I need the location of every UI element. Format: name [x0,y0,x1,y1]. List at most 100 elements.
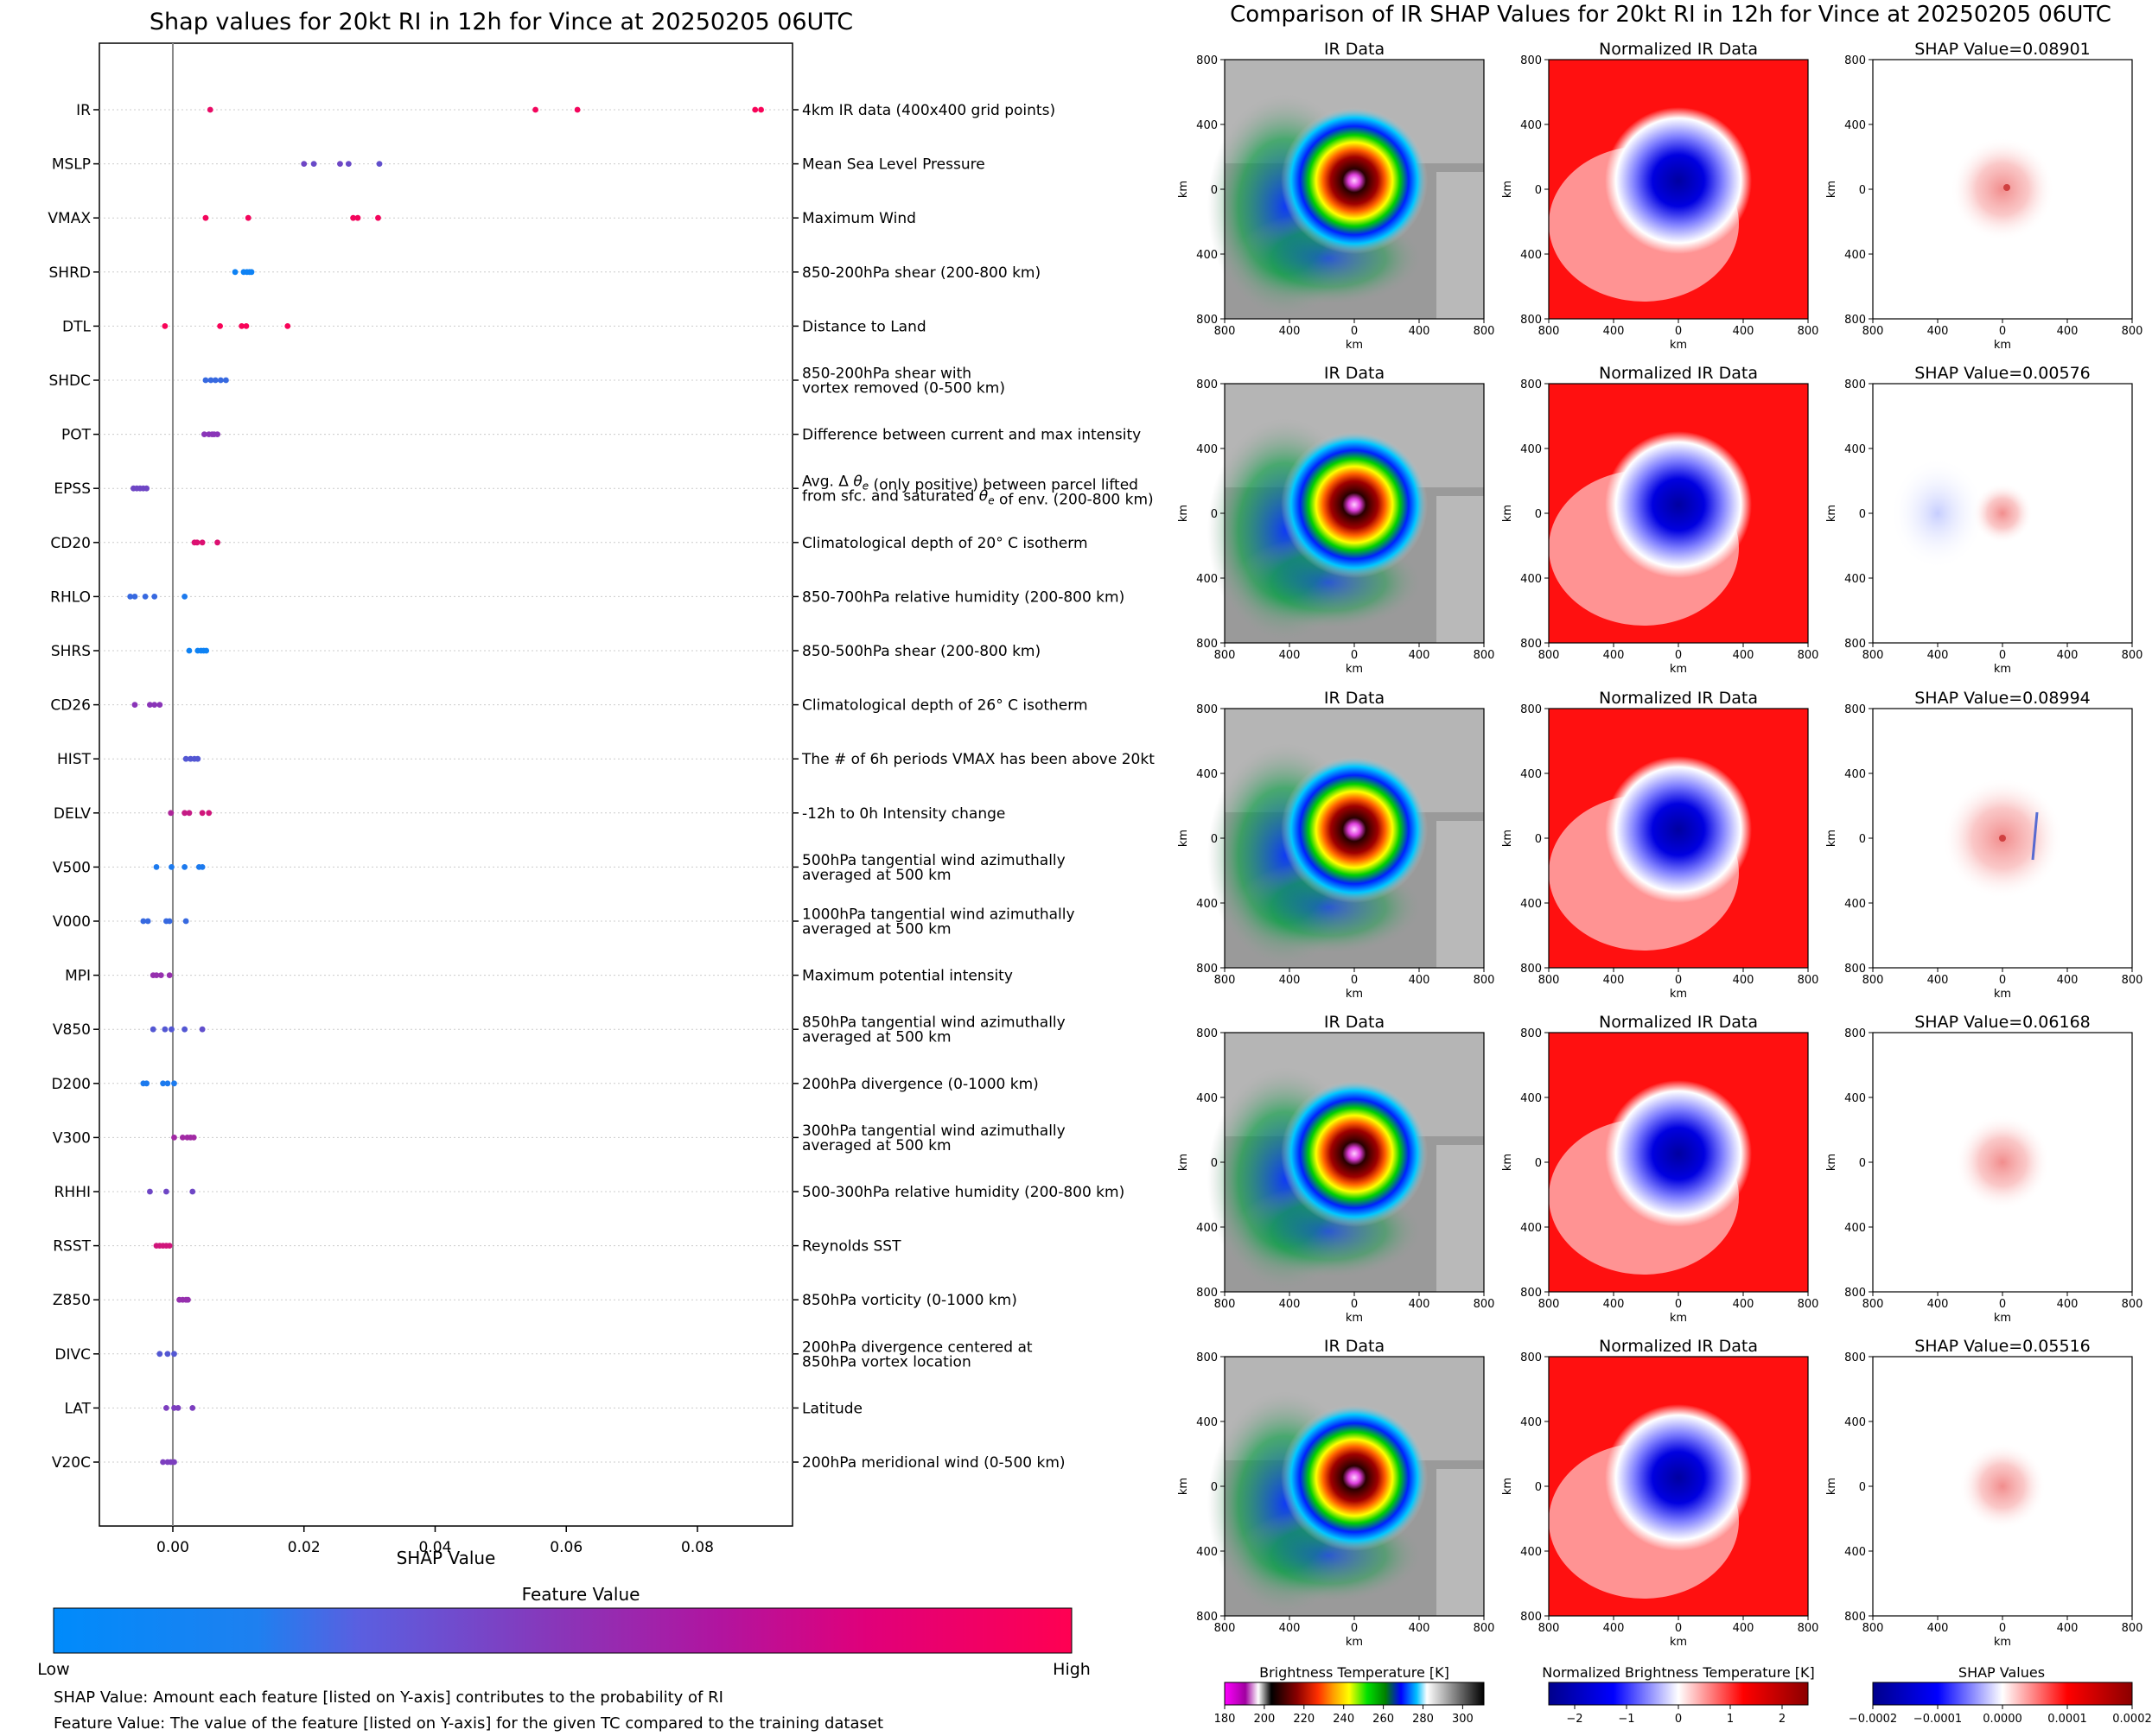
feature-name: SHDC [48,372,91,390]
shap-point [153,864,160,870]
shap-point [151,702,158,708]
feature-row-mpi: MPI Maximum potential intensity [65,968,1013,985]
shap-point [206,810,213,817]
colorbar-tick-label: 0.0002 [2112,1713,2152,1726]
y-tick-label: 400 [1844,1546,1866,1559]
x-tick-label: 0.04 [419,1539,452,1556]
x-tick-label: 400 [1409,974,1430,987]
ir-shap-comparison: Comparison of IR SHAP Values for 20kt RI… [1177,2,2152,1726]
ir-storm-core [1281,107,1428,254]
colorbar-tick-label: 300 [1452,1713,1474,1726]
feature-name: V850 [53,1021,91,1039]
shap-point [164,1080,171,1087]
shap-positive-region [1959,1443,2046,1529]
shap-point [131,702,138,708]
y-tick-label: 800 [1196,1027,1218,1040]
ir-cloud-right [1436,172,1484,319]
y-tick-label: 800 [1196,963,1218,976]
shap-point [162,1188,169,1195]
bt-colorbar-ticks: 180 200 220 240 260 280 300 [1214,1705,1474,1726]
y-axis-label: km [1825,830,1838,847]
y-tick-label: 400 [1196,1222,1218,1235]
shap-point [212,377,219,384]
shap-point [169,864,175,870]
colorbar-tick-label: 1 [1727,1713,1734,1726]
y-tick-label: 0 [1211,184,1218,197]
feature-description: 850hPa vorticity (0-1000 km) [802,1292,1017,1309]
ir-storm-core [1281,1404,1428,1551]
y-tick-label: 800 [1196,638,1218,651]
y-axis-label: km [1825,1478,1838,1495]
x-axis-label: km [1994,1312,2011,1325]
normalized-ir-panel: Normalized IR Data8008004004000040040080… [1501,40,1818,352]
shap-point [171,1135,177,1141]
x-tick-label: 0 [1999,974,2006,987]
feature-description: Climatological depth of 20° C isotherm [802,535,1088,552]
x-tick-label: 0 [1675,325,1682,338]
shap-point [175,1405,181,1411]
shap-point [199,864,206,870]
norm-storm-core [1605,107,1752,254]
normalized-ir-panel: Normalized IR Data8008004004000040040080… [1501,1337,1818,1649]
shap-point [203,647,210,654]
x-axis-label: km [1346,339,1363,352]
feature-description: vortex removed (0-500 km) [802,380,1005,397]
shap-point [752,106,759,113]
feature-name: POT [61,427,92,444]
shap-point [186,810,193,817]
shap-point [147,702,153,708]
note-feature-value: Feature Value: The value of the feature … [54,1714,883,1733]
feature-description: Maximum Wind [802,210,916,227]
shap-point [284,323,291,329]
y-tick-label: 400 [1196,573,1218,586]
y-tick-label: 0 [1535,508,1542,521]
x-tick-label: 400 [1733,649,1754,662]
shap-point [301,161,308,168]
feature-row-lat: LAT Latitude [64,1400,863,1417]
feature-description: 500-300hPa relative humidity (200-800 km… [802,1184,1124,1201]
feature-name: RHHI [54,1184,91,1201]
shap-point [181,864,188,870]
shap-point [199,1026,206,1033]
x-tick-label: 800 [1474,649,1495,662]
x-tick-label: 800 [1862,649,1884,662]
x-tick-label: 800 [1538,649,1560,662]
colorbar-tick-label: 220 [1293,1713,1315,1726]
x-tick-label: 0 [1351,325,1358,338]
shap-point [189,1405,196,1411]
shap-point [354,214,361,221]
x-tick-label: 0 [1351,1298,1358,1311]
x-tick-label: 400 [1409,1622,1430,1635]
y-tick-label: 0 [1211,1481,1218,1494]
panel-title: Normalized IR Data [1599,364,1758,383]
panel-title: IR Data [1324,364,1385,383]
feature-row-delv: DELV -12h to 0h Intensity change [54,805,1005,823]
shap-point [160,1080,166,1087]
panel-title: IR Data [1324,689,1385,708]
panel-title: SHAP Value=0.00576 [1914,364,2091,383]
feature-row-divc: DIVC 200hPa divergence centered at850hPa … [54,1339,1032,1370]
x-tick-label: 400 [1733,1622,1754,1635]
x-tick-label: 400 [1927,649,1949,662]
shap-point [232,269,239,276]
feature-description: Avg. Δ θe (only positive) between parcel… [802,474,1138,494]
x-axis-label: km [1994,988,2011,1001]
colorbar-tick-label: 180 [1214,1713,1236,1726]
feature-row-d200: D200 200hPa divergence (0-1000 km) [51,1076,1038,1093]
feature-name: CD20 [50,535,91,552]
y-tick-label: 400 [1196,1092,1218,1105]
x-tick-label: 800 [1474,325,1495,338]
feature-row-ir: IR 4km IR data (400x400 grid points) [76,102,1055,119]
shap-point [162,323,169,329]
shap-point [207,106,213,113]
x-axis-label: km [1670,663,1687,676]
y-axis-label: km [1501,1154,1514,1171]
x-tick-label: 400 [1279,1622,1301,1635]
colorbar-low-label: Low [37,1660,69,1679]
feature-row-v850: V850 850hPa tangential wind azimuthallyav… [53,1014,1066,1046]
norm-colorbar-ticks: −2 −1 0 1 2 [1566,1705,1786,1726]
shap-point [181,594,188,600]
x-axis-label: km [1346,1312,1363,1325]
feature-description: averaged at 500 km [802,1029,952,1046]
